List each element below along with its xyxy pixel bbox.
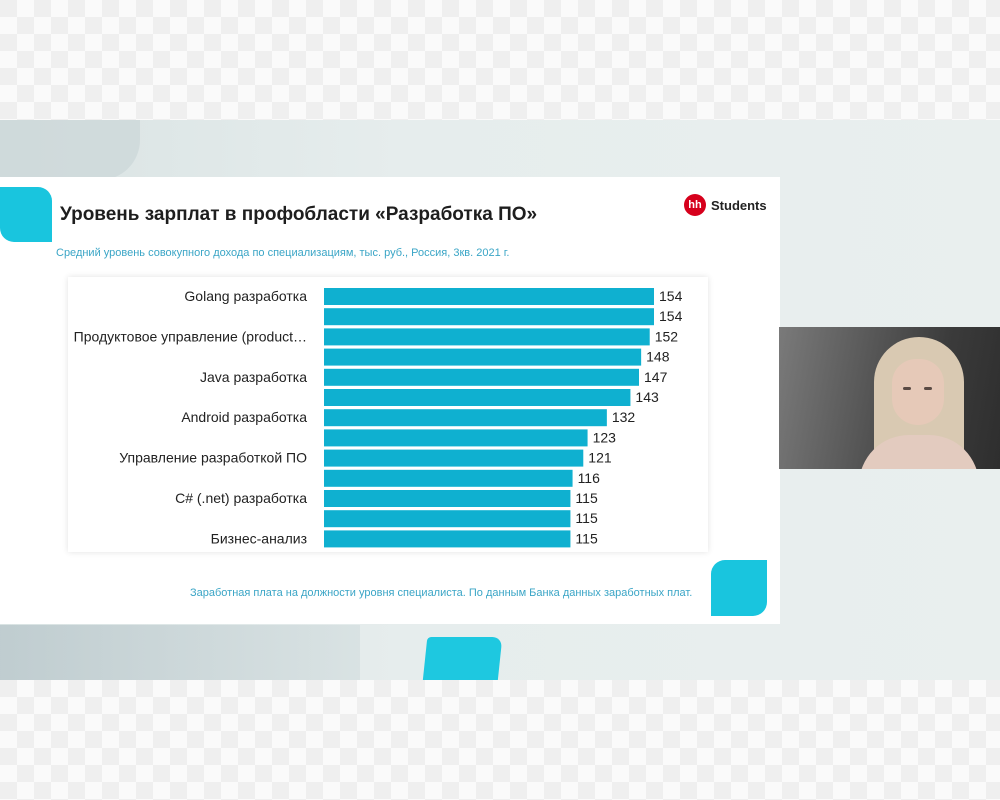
category-label-2: Продуктовое управление (product… bbox=[74, 328, 307, 344]
data-label-12: 115 bbox=[575, 530, 598, 546]
background-pattern-top bbox=[0, 0, 1000, 120]
webcam-video bbox=[779, 327, 1000, 469]
background-pattern-bottom bbox=[0, 680, 1000, 800]
background-teal-shape bbox=[422, 637, 503, 682]
bar-8 bbox=[324, 449, 584, 467]
data-label-8: 121 bbox=[588, 450, 612, 466]
category-label-10: C# (.net) разработка bbox=[175, 490, 307, 506]
bar-7 bbox=[324, 429, 588, 447]
data-label-2: 152 bbox=[655, 328, 679, 344]
hh-students-logo: hh Students bbox=[684, 194, 767, 216]
webcam-person-eye bbox=[924, 387, 932, 390]
slide-corner-accent-top bbox=[0, 187, 52, 242]
bar-0 bbox=[324, 288, 654, 305]
bar-4 bbox=[324, 368, 639, 386]
data-label-9: 116 bbox=[578, 470, 601, 486]
category-label-0: Golang разработка bbox=[184, 288, 307, 304]
data-label-1: 154 bbox=[659, 308, 683, 324]
background-decoration-bottom bbox=[0, 625, 360, 680]
chart-panel: 154 Golang разработка 154 152 Продуктовое уп… bbox=[68, 277, 708, 552]
category-label-12: Бизнес-анализ bbox=[211, 530, 307, 546]
slide-footnote: Заработная плата на должности уровня спе… bbox=[190, 587, 693, 599]
data-label-7: 123 bbox=[593, 429, 617, 445]
slide-corner-accent-bottom bbox=[711, 560, 767, 616]
slide-subtitle: Средний уровень совокупного дохода по сп… bbox=[56, 247, 510, 259]
bar-5 bbox=[324, 389, 631, 406]
bar-10 bbox=[324, 490, 571, 507]
bar-11 bbox=[324, 510, 571, 528]
slide-title: Уровень зарплат в профобласти «Разработк… bbox=[60, 204, 538, 225]
data-label-6: 132 bbox=[612, 409, 636, 425]
hh-logo-badge: hh bbox=[684, 194, 706, 216]
data-label-10: 115 bbox=[575, 490, 598, 506]
background-decoration bbox=[0, 120, 140, 180]
data-label-11: 115 bbox=[575, 510, 598, 526]
webcam-person-face bbox=[892, 359, 944, 425]
logo-text: Students bbox=[711, 197, 767, 213]
bar-12 bbox=[324, 530, 571, 548]
bar-9 bbox=[324, 469, 573, 487]
category-label-6: Android разработка bbox=[181, 409, 307, 425]
data-label-0: 154 bbox=[659, 288, 683, 304]
category-label-8: Управление разработкой ПО bbox=[119, 450, 307, 466]
category-label-4: Java разработка bbox=[200, 369, 307, 385]
bar-3 bbox=[324, 348, 642, 366]
bar-chart: 154 Golang разработка 154 152 Продуктовое уп… bbox=[74, 288, 683, 548]
webcam-person-eye bbox=[903, 387, 911, 390]
bar-6 bbox=[324, 409, 607, 427]
data-label-4: 147 bbox=[644, 369, 668, 385]
data-label-3: 148 bbox=[646, 349, 670, 365]
bar-2 bbox=[324, 328, 650, 346]
bar-1 bbox=[324, 308, 654, 326]
data-label-5: 143 bbox=[635, 389, 659, 405]
